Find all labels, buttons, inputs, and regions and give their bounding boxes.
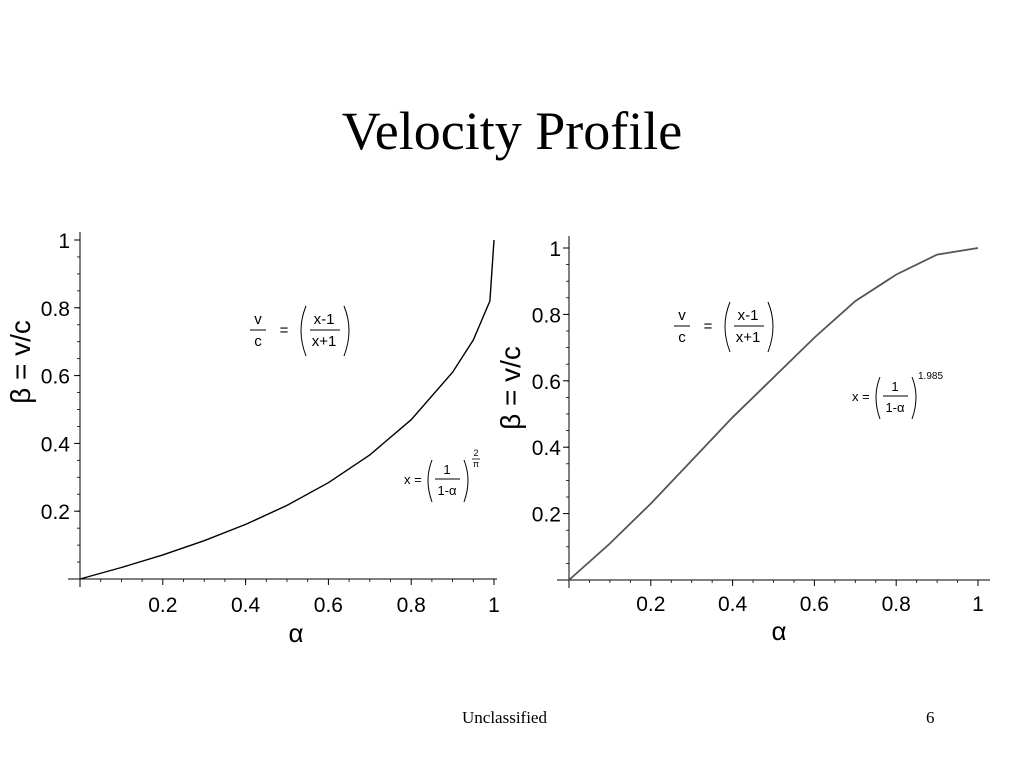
chart1-x-tick-label: 0.4 [231, 594, 261, 617]
chart2-y-tick-label: 0.4 [532, 437, 562, 460]
chart2-formula2-var: x = [852, 389, 870, 404]
chart2-x-tick-label: 0.4 [718, 593, 748, 616]
chart1-x-tick-label: 1 [488, 594, 500, 617]
chart2-x-tick-label: 0.2 [636, 593, 665, 616]
chart2-series-line [568, 247, 979, 581]
chart2-y-tick-label: 0.8 [532, 304, 561, 327]
chart2-formula1-rhs-num: x-1 [738, 307, 759, 324]
chart1-series-line [79, 239, 495, 580]
chart1-formula1-eq: = [280, 322, 289, 339]
chart2-formula1-eq: = [704, 318, 713, 335]
chart1-y-tick-label: 0.2 [41, 501, 70, 524]
chart2-formula2-num: 1 [891, 379, 898, 394]
chart1-y-tick-label: 0.6 [41, 366, 70, 389]
chart2-y-tick-label: 0.2 [532, 504, 561, 527]
chart2-x-tick-label: 1 [972, 593, 984, 616]
chart2-formula1-lhs-den: c [678, 329, 686, 346]
chart2-y-axis-label: β = v/c [495, 346, 526, 430]
chart2-formula1-rhs-den: x+1 [736, 329, 761, 346]
chart1-formula2-den: 1-α [437, 483, 457, 498]
page-number: 6 [926, 708, 935, 727]
chart1-x-tick-label: 0.6 [314, 594, 343, 617]
chart1-x-axis-label: α [288, 618, 303, 648]
chart1-formula2-paren-right [463, 459, 469, 503]
chart2-formula2-exp: 1.985 [918, 371, 943, 382]
chart2-y-tick-label: 0.6 [532, 371, 561, 394]
chart2-formula1-lhs-num: v [678, 307, 686, 324]
chart1-formula1-rhs-num: x-1 [314, 311, 335, 328]
chart2-formula2-paren-left [875, 376, 881, 420]
chart2-x-tick-label: 0.8 [882, 593, 911, 616]
chart1-x-tick-label: 0.8 [397, 594, 426, 617]
chart1-formula1-paren-left [300, 305, 307, 357]
chart1-formula1-paren-right [343, 305, 350, 357]
slide-title: Velocity Profile [341, 101, 683, 161]
chart1-formula1-lhs-num: v [254, 311, 262, 328]
chart1-formula1-rhs-den: x+1 [312, 333, 337, 350]
chart2-formula1-paren-right [767, 301, 774, 353]
chart1-formula2-num: 1 [443, 462, 450, 477]
chart1-formula2-var: x = [404, 472, 422, 487]
footer-label: Unclassified [462, 708, 547, 727]
chart1-formula2-paren-left [427, 459, 433, 503]
chart1-x-tick-label: 0.2 [148, 594, 177, 617]
chart2-x-axis-label: α [771, 616, 786, 646]
chart1-formula2-exp-num: 2 [473, 448, 478, 458]
chart1-formula1-lhs-den: c [254, 333, 262, 350]
chart1-y-axis-label: β = v/c [5, 320, 36, 404]
chart2-x-tick-label: 0.6 [800, 593, 829, 616]
chart1-y-tick-label: 0.4 [41, 433, 71, 456]
chart2-formula1-paren-left [724, 301, 731, 353]
chart1-y-tick-label: 1 [58, 230, 70, 253]
chart1-y-tick-label: 0.8 [41, 298, 70, 321]
chart2-y-tick-label: 1 [549, 238, 561, 261]
chart2-formula2-den: 1-α [885, 400, 905, 415]
chart2-formula2-paren-right [911, 376, 917, 420]
chart1-formula2-exp-den: π [473, 459, 479, 469]
